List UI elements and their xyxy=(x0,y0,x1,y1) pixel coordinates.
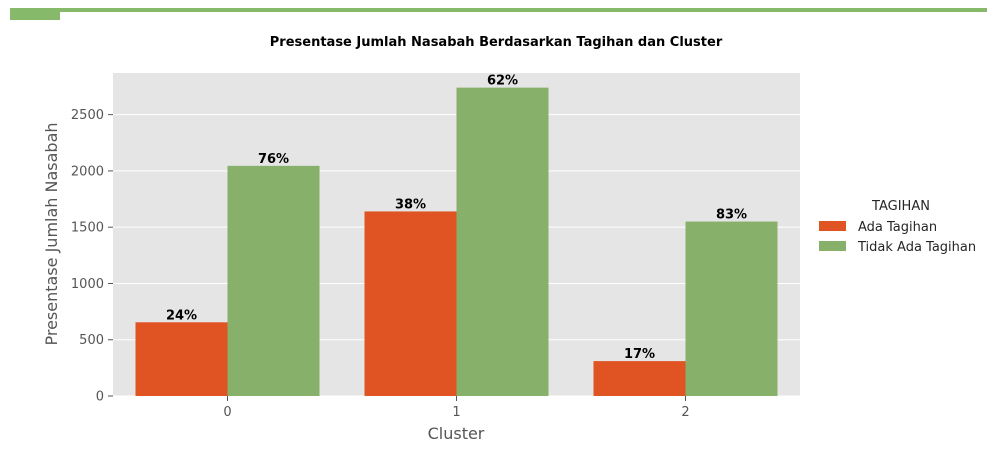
bar-tidak-ada-tagihan xyxy=(227,165,320,396)
legend-label-ada-tagihan: Ada Tagihan xyxy=(858,220,937,235)
bar-tidak-ada-tagihan xyxy=(456,87,549,396)
y-tick-label: 2500 xyxy=(71,108,104,123)
x-tick-label: 2 xyxy=(681,405,689,420)
x-tick-label: 0 xyxy=(223,405,231,420)
bar-ada-tagihan xyxy=(135,322,228,396)
chart-title: Presentase Jumlah Nasabah Berdasarkan Ta… xyxy=(270,35,723,50)
x-tick-label: 1 xyxy=(452,405,460,420)
accent-line xyxy=(10,8,987,12)
accent-block xyxy=(10,8,60,20)
bar-data-label: 24% xyxy=(166,308,197,323)
legend-title: TAGIHAN xyxy=(871,199,930,214)
y-tick-label: 0 xyxy=(96,390,104,405)
bar-ada-tagihan xyxy=(593,361,686,396)
bar-ada-tagihan xyxy=(364,211,457,396)
x-axis-title: Cluster xyxy=(428,424,485,443)
legend-label-tidak-ada-tagihan: Tidak Ada Tagihan xyxy=(857,240,976,255)
y-axis-title: Presentase Jumlah Nasabah xyxy=(42,122,61,345)
x-axis-ticks: 0 1 2 xyxy=(223,396,690,420)
bar-data-label: 17% xyxy=(624,347,655,362)
legend-swatch-tidak-ada-tagihan xyxy=(819,241,846,251)
bars xyxy=(135,87,778,396)
data-labels: 24% 76% 38% 62% 17% 83% xyxy=(166,74,747,362)
legend: TAGIHAN Ada Tagihan Tidak Ada Tagihan xyxy=(819,199,976,255)
y-tick-label: 1000 xyxy=(71,277,104,292)
bar-data-label: 83% xyxy=(716,208,747,223)
bar-data-label: 62% xyxy=(487,74,518,89)
bar-data-label: 38% xyxy=(395,197,426,212)
legend-swatch-ada-tagihan xyxy=(819,221,846,231)
y-tick-label: 2000 xyxy=(71,164,104,179)
y-axis-ticks: 0 500 1000 1500 2000 2500 xyxy=(71,108,113,405)
bar-tidak-ada-tagihan xyxy=(685,221,778,396)
bar-data-label: 76% xyxy=(258,152,289,167)
y-tick-label: 1500 xyxy=(71,221,104,236)
y-tick-label: 500 xyxy=(79,333,104,348)
